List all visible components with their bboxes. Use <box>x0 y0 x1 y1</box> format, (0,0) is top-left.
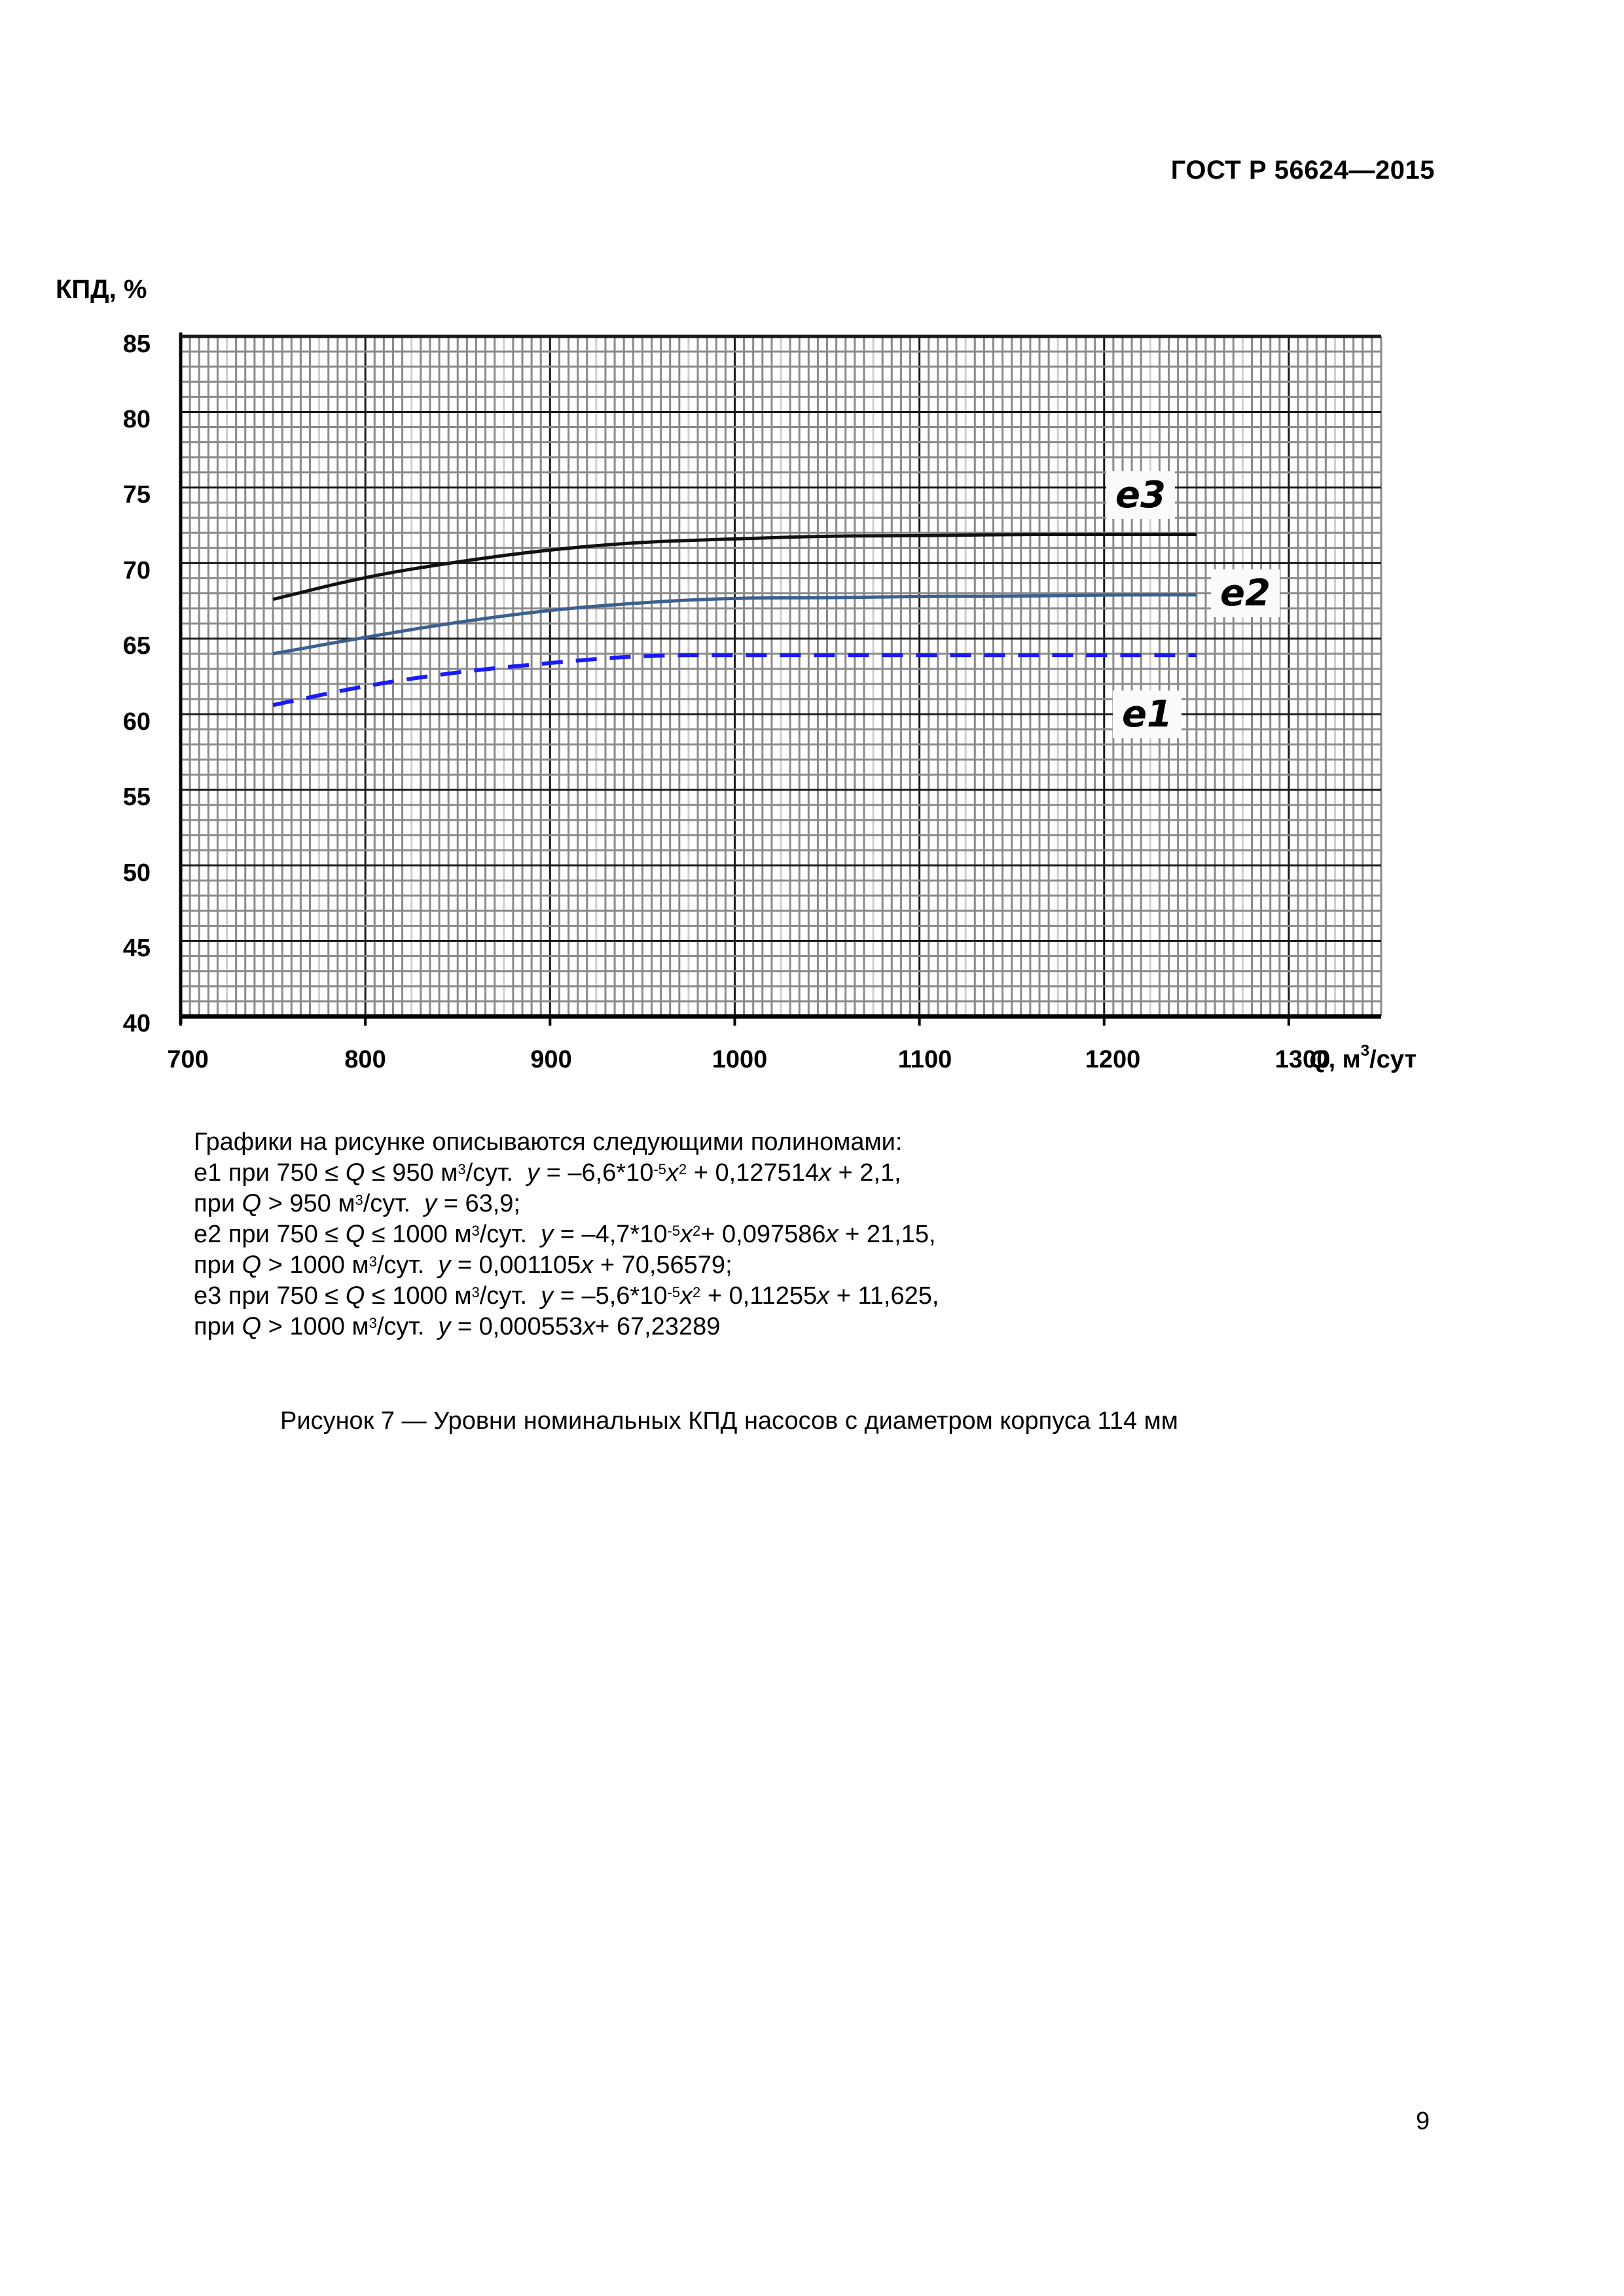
formula-line: при Q > 1000 м3/сут. y = 0,001105x + 70,… <box>194 1251 732 1279</box>
curve-label-e3: e3 <box>1106 471 1175 519</box>
formula-line: e1 при 750 ≤ Q ≤ 950 м3/сут. y = –6,6*10… <box>194 1159 901 1187</box>
y-tick-label: 60 <box>122 708 151 736</box>
figure-caption: Рисунок 7 — Уровни номинальных КПД насос… <box>280 1407 1178 1435</box>
y-tick-label: 80 <box>122 406 151 433</box>
y-tick-label: 40 <box>122 1010 151 1037</box>
y-tick-label: 50 <box>122 859 151 887</box>
document-header: ГОСТ Р 56624—2015 <box>1170 156 1435 185</box>
curve-e2 <box>272 593 1197 656</box>
y-axis-title: КПД, % <box>56 275 147 304</box>
formula-line: при Q > 950 м3/сут. y = 63,9; <box>194 1190 520 1217</box>
curve-label-e1: e1 <box>1113 691 1182 738</box>
x-tick-label: 700 <box>167 1046 209 1073</box>
formula-line: e3 при 750 ≤ Q ≤ 1000 м3/сут. y = –5,6*1… <box>194 1282 939 1310</box>
efficiency-chart <box>179 332 1382 1026</box>
polynomial-description: Графики на рисунке описываются следующим… <box>194 1127 939 1342</box>
y-tick-label: 75 <box>122 481 151 509</box>
formula-line: e2 при 750 ≤ Q ≤ 1000 м3/сут. y = –4,7*1… <box>194 1221 936 1248</box>
x-axis-title: Q, м3/сут <box>1309 1042 1417 1073</box>
x-tick-label: 900 <box>530 1046 572 1073</box>
curve-e3 <box>272 532 1197 601</box>
curve-label-e2: e2 <box>1211 569 1280 617</box>
description-formulas: e1 при 750 ≤ Q ≤ 950 м3/сут. y = –6,6*10… <box>194 1158 939 1342</box>
x-tick-label: 1200 <box>1085 1046 1141 1073</box>
description-intro: Графики на рисунке описываются следующим… <box>194 1128 903 1156</box>
y-tick-label: 45 <box>122 935 151 962</box>
y-tick-label: 70 <box>122 557 151 584</box>
formula-line: при Q > 1000 м3/сут. y = 0,000553x+ 67,2… <box>194 1313 721 1340</box>
chart-curves <box>272 532 1197 708</box>
x-tick-label: 800 <box>344 1046 386 1073</box>
y-tick-label: 85 <box>122 331 151 358</box>
y-tick-label: 55 <box>122 783 151 811</box>
x-tick-label: 1100 <box>897 1046 952 1073</box>
y-tick-label: 65 <box>122 632 151 660</box>
x-tick-label: 1000 <box>712 1046 768 1073</box>
curve-e1 <box>272 653 1197 708</box>
chart-grid <box>179 332 1382 1026</box>
x-tick-label: 1300 <box>1274 1046 1331 1073</box>
page-number: 9 <box>1416 2108 1430 2135</box>
